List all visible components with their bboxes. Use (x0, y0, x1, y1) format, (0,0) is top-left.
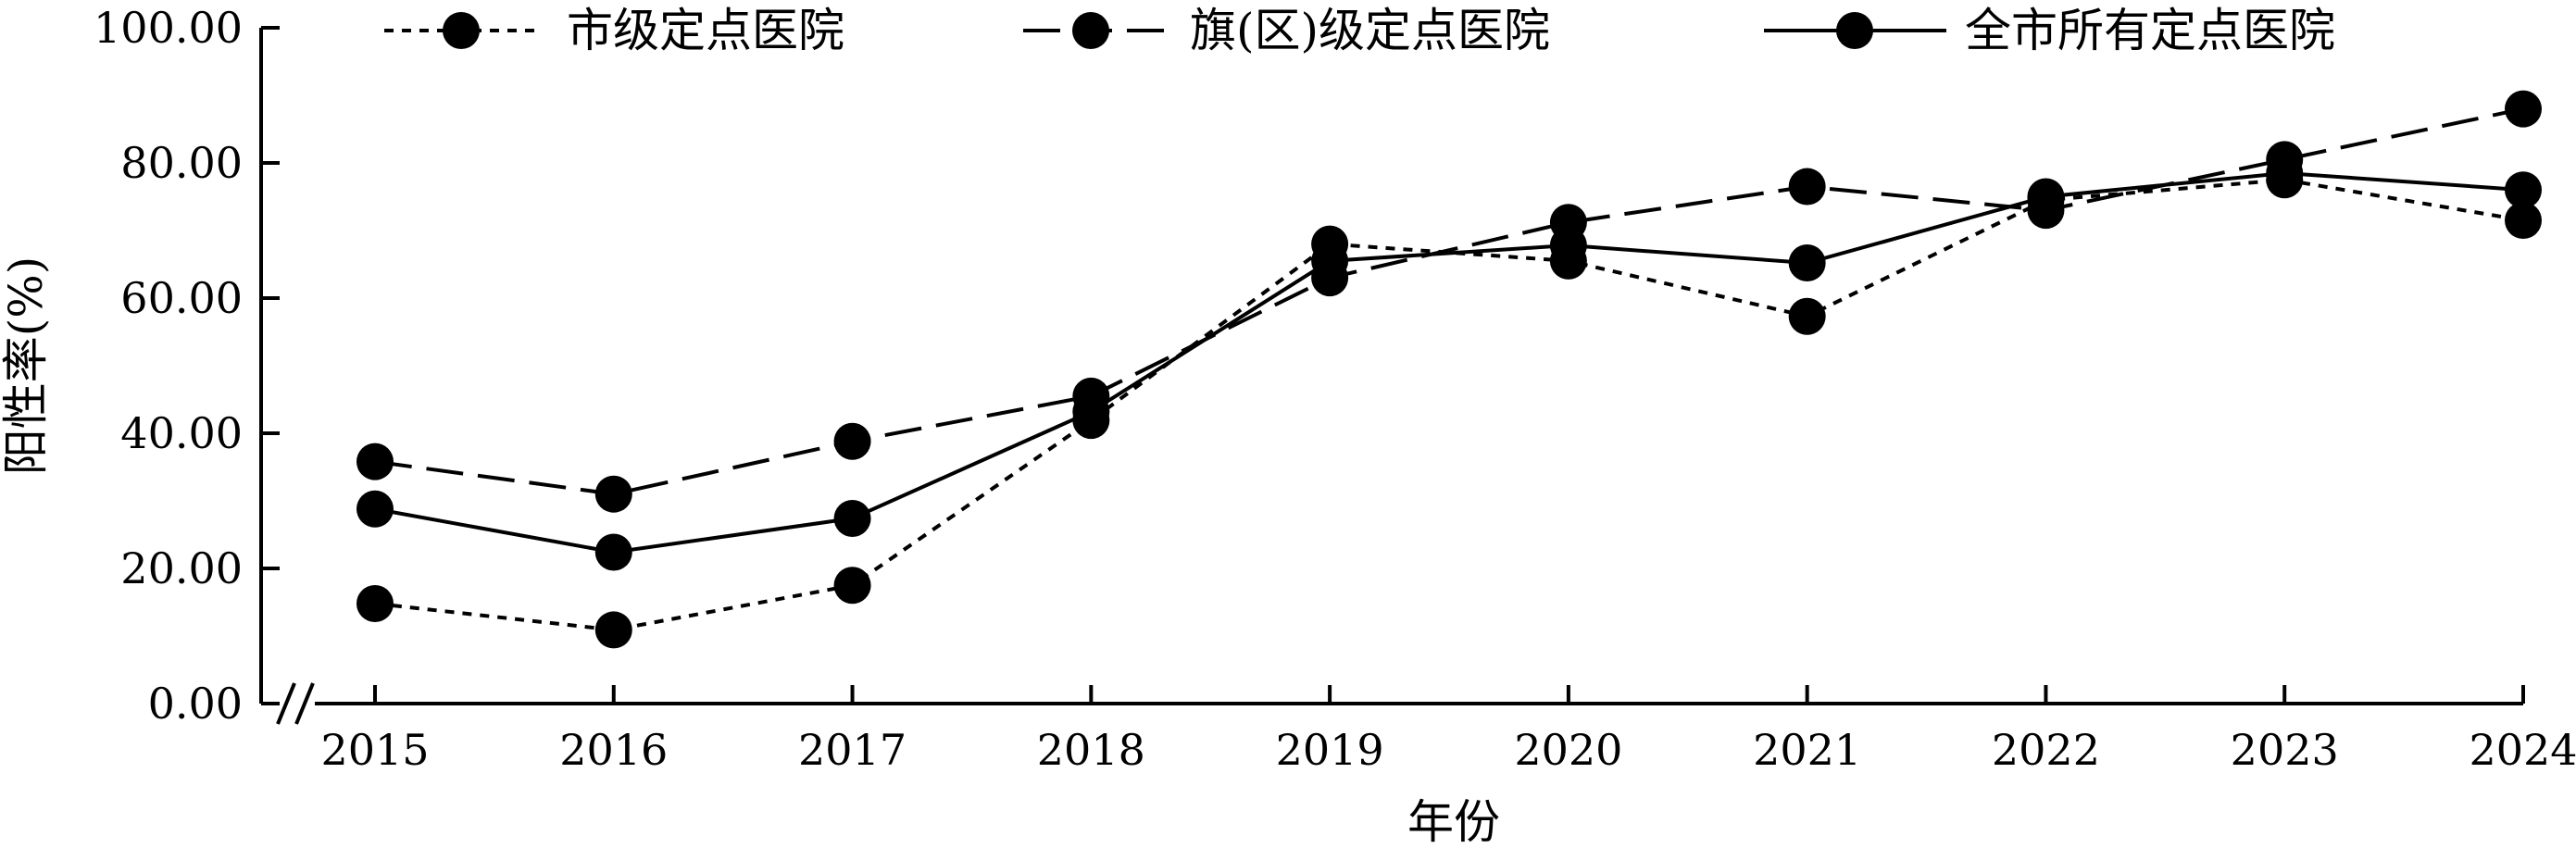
data-point (1549, 227, 1587, 265)
y-tick-label: 100.00 (94, 3, 243, 53)
x-tick-label: 2023 (2231, 725, 2339, 775)
legend-marker (443, 12, 480, 49)
y-tick-label: 20.00 (120, 543, 243, 593)
data-point (356, 443, 394, 480)
y-ticks: 0.00 20.00 40.00 60.00 80.00 100.00 (94, 3, 280, 729)
legend-label: 全市所有定点医院 (1965, 4, 2335, 57)
legend-item: 全市所有定点医院 (1764, 4, 2335, 57)
y-tick-label: 0.00 (148, 679, 243, 729)
x-tick-label: 2015 (320, 725, 429, 775)
series-1 (356, 161, 2542, 649)
axis-break-mark (294, 682, 315, 725)
series-2 (356, 90, 2542, 513)
data-point (1788, 168, 1826, 206)
x-ticks: 2015 2016 2017 2018 2019 2020 2021 2022 2023 2024 (320, 685, 2576, 775)
data-point (833, 567, 871, 605)
series-layer (356, 90, 2542, 649)
data-point (2505, 171, 2542, 209)
data-point (1072, 393, 1110, 430)
data-point (1788, 244, 1826, 282)
legend-label: 旗(区)级定点医院 (1190, 4, 1550, 57)
data-point (356, 584, 394, 622)
x-tick-label: 2021 (1753, 725, 1861, 775)
y-tick-label: 60.00 (120, 273, 243, 323)
data-point (594, 611, 632, 649)
legend-label: 市级定点医院 (567, 4, 844, 57)
y-tick-label: 40.00 (120, 408, 243, 458)
data-point (1311, 242, 1349, 280)
x-axis-title: 年份 (1407, 795, 1500, 848)
axes (259, 28, 2523, 725)
axis-break-mark (276, 682, 296, 725)
data-point (594, 533, 632, 571)
data-point (833, 499, 871, 537)
data-point (594, 475, 632, 513)
x-tick-label: 2022 (1992, 725, 2100, 775)
data-point (1788, 297, 1826, 335)
y-tick-label: 80.00 (120, 138, 243, 188)
x-tick-label: 2019 (1276, 725, 1384, 775)
data-point (2505, 202, 2542, 240)
x-tick-label: 2024 (2469, 725, 2576, 775)
data-point (2027, 178, 2065, 216)
x-tick-label: 2016 (559, 725, 668, 775)
data-point (833, 422, 871, 460)
legend: 市级定点医院 旗(区)级定点医院 全市所有定点医院 (384, 4, 2335, 57)
legend-marker (1072, 12, 1109, 49)
data-point (2505, 90, 2542, 128)
x-tick-label: 2020 (1514, 725, 1622, 775)
x-tick-label: 2018 (1037, 725, 1145, 775)
series-line (374, 178, 2524, 632)
legend-marker (1836, 12, 1873, 49)
series-line (374, 106, 2524, 496)
legend-item: 市级定点医院 (384, 4, 844, 57)
series-3 (356, 154, 2542, 571)
series-line (374, 170, 2524, 555)
data-point (2266, 154, 2304, 192)
x-tick-label: 2017 (798, 725, 907, 775)
legend-item: 旗(区)级定点医院 (1023, 4, 1550, 57)
y-axis-title: 阳性率(%) (0, 256, 53, 476)
data-point (356, 490, 394, 528)
